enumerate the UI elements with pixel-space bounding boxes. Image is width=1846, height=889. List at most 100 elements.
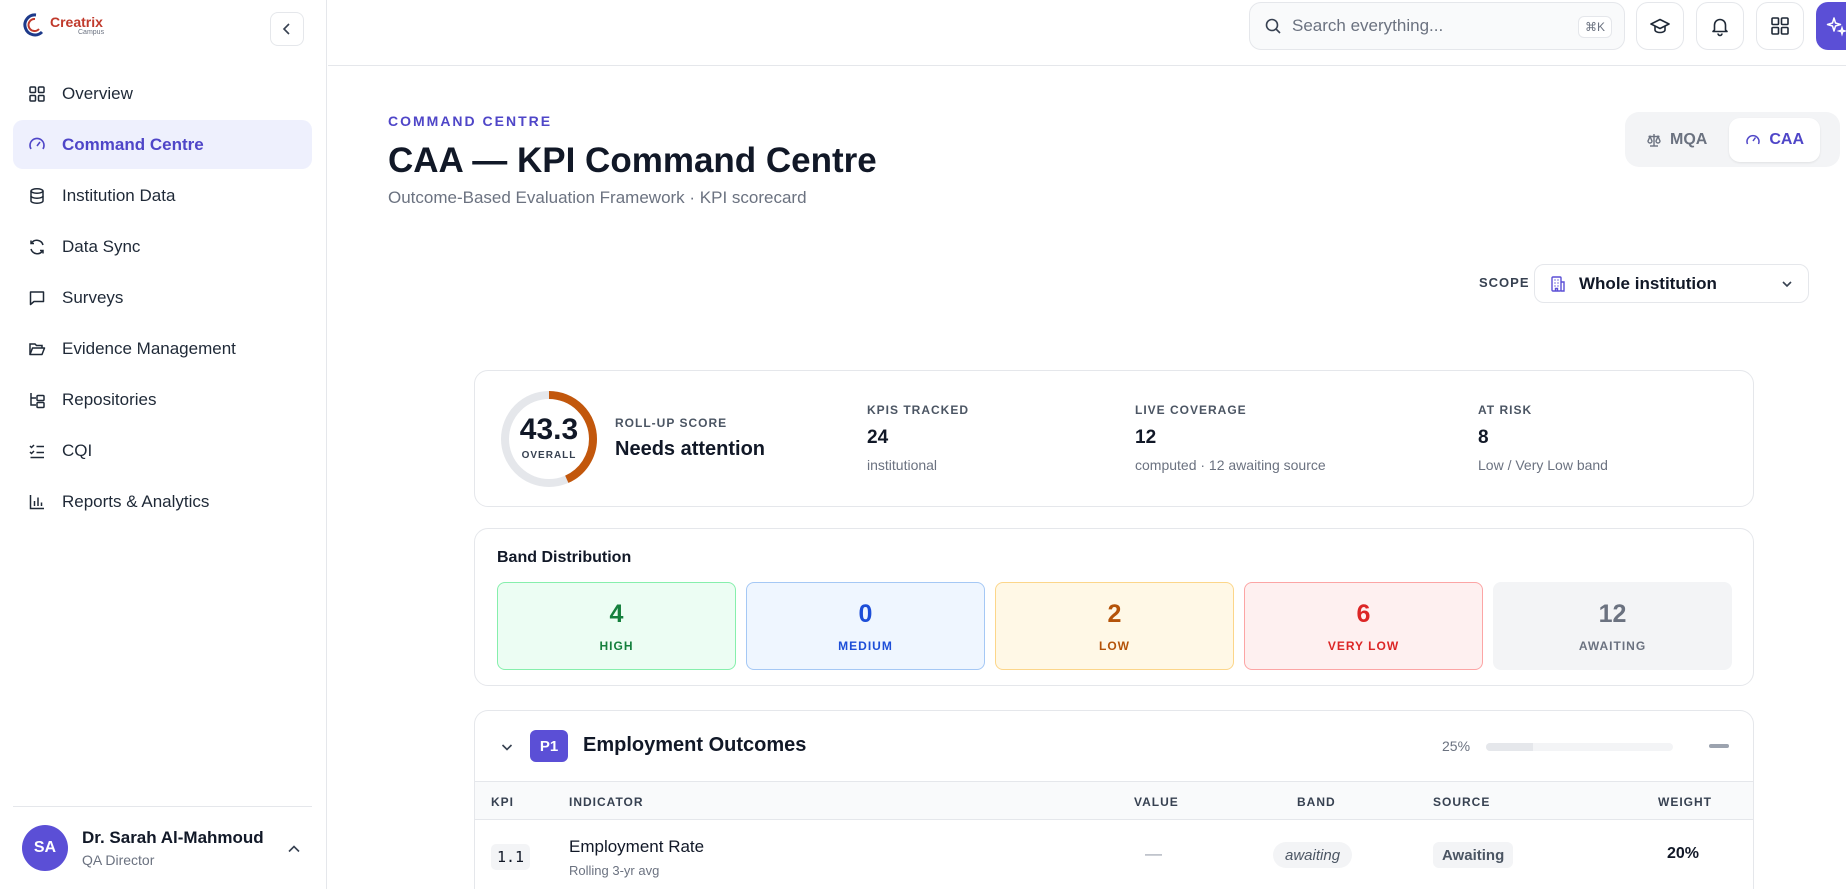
user-role: QA Director bbox=[82, 852, 155, 868]
band-distribution-title: Band Distribution bbox=[497, 549, 632, 566]
band-very-low[interactable]: 6 VERY LOW bbox=[1244, 582, 1483, 670]
metric-value: 12 bbox=[1135, 427, 1157, 448]
global-search[interactable]: ⌘K bbox=[1249, 2, 1625, 50]
avatar: SA bbox=[22, 825, 68, 871]
rollup-summary-card: 43.3 OVERALL ROLL-UP SCORE Needs attenti… bbox=[474, 370, 1754, 507]
band-badge: awaiting bbox=[1273, 842, 1353, 868]
page-eyebrow: COMMAND CENTRE bbox=[388, 113, 553, 129]
scope-value: Whole institution bbox=[1579, 273, 1717, 293]
sidebar-item-label: Data Sync bbox=[62, 236, 141, 256]
framework-option-mqa[interactable]: MQA bbox=[1630, 118, 1723, 162]
band-label: VERY LOW bbox=[1327, 638, 1400, 653]
band-medium[interactable]: 0 MEDIUM bbox=[746, 582, 985, 670]
folder-open-icon bbox=[29, 342, 46, 355]
metric-value: 24 bbox=[867, 427, 889, 448]
brand-sub: Campus bbox=[78, 28, 105, 36]
topbar: ⌘K bbox=[328, 0, 1846, 66]
pillar-name: Employment Outcomes bbox=[583, 734, 807, 756]
building-icon bbox=[1551, 275, 1565, 292]
band-value: 0 bbox=[858, 599, 873, 628]
apps-button[interactable] bbox=[1756, 2, 1804, 50]
column-header-value: VALUE bbox=[1134, 795, 1179, 809]
search-input[interactable] bbox=[1292, 16, 1562, 36]
sidebar-item-command-centre[interactable]: Command Centre bbox=[13, 120, 312, 169]
page-subtitle: Outcome-Based Evaluation Framework · KPI… bbox=[388, 188, 807, 207]
column-header-indicator: INDICATOR bbox=[569, 795, 644, 809]
column-header-weight: WEIGHT bbox=[1658, 795, 1712, 809]
graduation-cap-icon bbox=[1650, 18, 1670, 34]
sidebar-item-label: Command Centre bbox=[62, 134, 204, 154]
metric-label: KPIS TRACKED bbox=[867, 403, 970, 417]
table-row[interactable]: 1.1 Employment Rate Rolling 3-yr avg — a… bbox=[475, 820, 1753, 889]
sidebar-item-label: Reports & Analytics bbox=[62, 491, 210, 511]
sidebar-item-overview[interactable]: Overview bbox=[13, 69, 312, 118]
framework-option-caa[interactable]: CAA bbox=[1729, 117, 1820, 162]
sidebar-item-cqi[interactable]: CQI bbox=[13, 426, 312, 475]
band-label: MEDIUM bbox=[838, 638, 893, 653]
rollup-score-value: 43.3 bbox=[519, 413, 579, 446]
chevron-up-icon[interactable] bbox=[286, 841, 302, 857]
metric-at-risk: AT RISK 8 Low / Very Low band bbox=[1478, 403, 1608, 473]
band-value: 6 bbox=[1356, 599, 1371, 628]
sidebar-nav: Overview Command Centre Institution Data… bbox=[13, 69, 312, 528]
band-high[interactable]: 4 HIGH bbox=[497, 582, 736, 670]
sidebar-item-label: Surveys bbox=[62, 287, 124, 307]
sidebar-item-label: CQI bbox=[62, 440, 93, 460]
band-value: 12 bbox=[1598, 599, 1627, 628]
search-shortcut-hint: ⌘K bbox=[1577, 16, 1612, 38]
band-low[interactable]: 2 LOW bbox=[995, 582, 1234, 670]
chevron-down-icon[interactable] bbox=[499, 739, 515, 755]
kpi-code: 1.1 bbox=[491, 844, 531, 870]
scope-label: SCOPE bbox=[1479, 275, 1530, 290]
metric-sub: computed · 12 awaiting source bbox=[1135, 457, 1326, 473]
sidebar-item-label: Institution Data bbox=[62, 185, 176, 205]
pillar-code-badge: P1 bbox=[530, 730, 568, 762]
band-awaiting[interactable]: 12 AWAITING bbox=[1493, 582, 1732, 670]
collapse-sidebar-button[interactable] bbox=[270, 12, 304, 46]
scope-select[interactable]: Whole institution bbox=[1534, 264, 1809, 303]
search-icon bbox=[1265, 18, 1281, 34]
band-label: AWAITING bbox=[1578, 638, 1647, 653]
notifications-button[interactable] bbox=[1696, 2, 1744, 50]
metric-value: 8 bbox=[1478, 427, 1489, 448]
database-icon bbox=[30, 187, 44, 204]
indicator-subtitle: Rolling 3-yr avg bbox=[569, 863, 660, 878]
academic-button[interactable] bbox=[1636, 2, 1684, 50]
gauge-icon bbox=[1746, 134, 1761, 144]
sidebar: Creatrix Campus Overview Command Centre … bbox=[0, 0, 327, 889]
sidebar-item-surveys[interactable]: Surveys bbox=[13, 273, 312, 322]
sidebar-item-label: Repositories bbox=[62, 389, 157, 409]
refresh-icon bbox=[30, 239, 44, 254]
pillar-section: P1 Employment Outcomes 25% KPI INDICATOR… bbox=[474, 710, 1754, 889]
framework-option-label: MQA bbox=[1670, 130, 1708, 148]
indicator-name: Employment Rate bbox=[569, 837, 705, 856]
brand-logo[interactable]: Creatrix Campus bbox=[22, 12, 104, 38]
column-header-band: BAND bbox=[1297, 795, 1336, 809]
sidebar-item-evidence-management[interactable]: Evidence Management bbox=[13, 324, 312, 373]
band-label: LOW bbox=[1099, 638, 1130, 653]
creatrix-logo-icon bbox=[23, 13, 44, 37]
sidebar-item-repositories[interactable]: Repositories bbox=[13, 375, 312, 424]
pillar-score-dash bbox=[1709, 744, 1729, 748]
metric-label: LIVE COVERAGE bbox=[1135, 403, 1247, 417]
band-label: HIGH bbox=[599, 638, 634, 653]
ai-assistant-button[interactable] bbox=[1816, 2, 1846, 50]
sidebar-item-data-sync[interactable]: Data Sync bbox=[13, 222, 312, 271]
kpi-table-header: KPI INDICATOR VALUE BAND SOURCE WEIGHT bbox=[475, 781, 1753, 820]
pillar-header[interactable]: P1 Employment Outcomes 25% bbox=[475, 711, 1753, 781]
sidebar-item-reports-analytics[interactable]: Reports & Analytics bbox=[13, 477, 312, 526]
message-square-icon bbox=[29, 290, 45, 305]
page-title: CAA — KPI Command Centre bbox=[388, 141, 877, 180]
bell-icon bbox=[1712, 18, 1728, 37]
score-ring-arc bbox=[501, 391, 597, 487]
column-header-kpi: KPI bbox=[491, 795, 515, 809]
apps-grid-icon bbox=[1771, 17, 1789, 35]
rollup-score-caption: OVERALL bbox=[521, 450, 577, 461]
framework-toggle: MQA CAA bbox=[1625, 112, 1840, 167]
chevron-down-icon bbox=[1782, 281, 1792, 288]
source-badge: Awaiting bbox=[1433, 842, 1514, 868]
user-menu[interactable]: SA Dr. Sarah Al-Mahmoud QA Director bbox=[13, 806, 312, 889]
metric-sub: Low / Very Low band bbox=[1478, 457, 1608, 473]
sidebar-item-institution-data[interactable]: Institution Data bbox=[13, 171, 312, 220]
gauge-icon bbox=[29, 137, 45, 149]
